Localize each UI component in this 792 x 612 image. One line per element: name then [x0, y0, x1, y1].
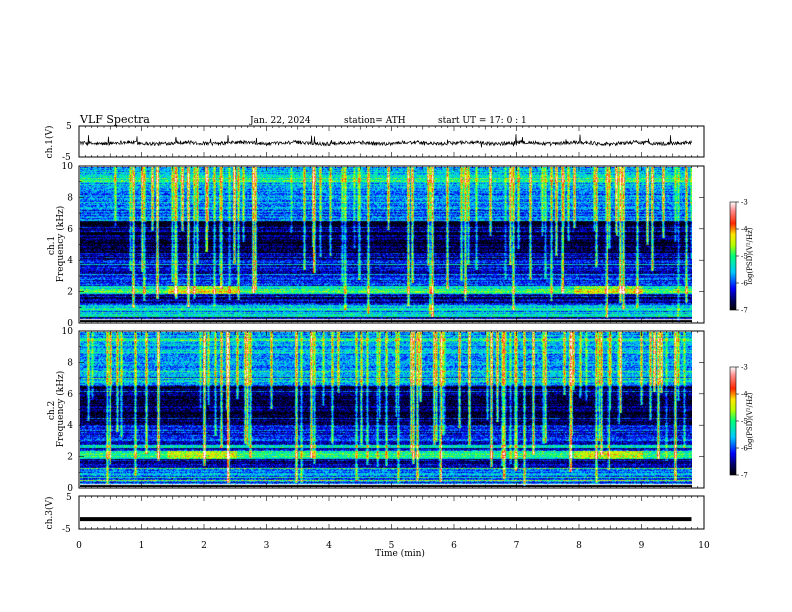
ch1-colorbar-label: log(PSD)(V²/Hz)	[746, 227, 754, 284]
y-tick-label: 0	[67, 484, 73, 494]
x-tick-label: 3	[264, 541, 270, 551]
y-tick-label: 4	[67, 256, 73, 266]
x-axis-label: Time (min)	[375, 548, 425, 559]
ch2-colorbar-gradient	[729, 366, 737, 476]
x-tick-label: 1	[139, 541, 145, 551]
ch2-ylabel-line2: Frequency (kHz)	[55, 371, 66, 448]
ch2-colorbar-label: log(PSD)(V²/Hz)	[746, 392, 754, 449]
ch2-spectrogram-panel: 0 2 4 6 8 10 ch.2 Frequency (kHz)	[47, 327, 705, 494]
y-tick-label: 4	[67, 421, 73, 431]
colorbar-tick-label: -4	[741, 226, 748, 234]
ch2-yticks: 0 2 4 6 8 10	[62, 327, 704, 494]
colorbar-tick-label: -6	[741, 280, 748, 288]
ch1-colorbar: -3 -4 -5 -6 -7 log(PSD)(V²/Hz)	[729, 199, 754, 315]
date-label: Jan. 22, 2024	[249, 116, 311, 126]
start-ut-label: start UT = 17: 0 : 1	[438, 116, 527, 126]
ch2-colorbar-ticks: -3 -4 -5 -6 -7	[736, 364, 748, 480]
ch1-spectrogram-ylabel: ch.1 Frequency (kHz)	[47, 206, 66, 283]
colorbar-tick-label: -7	[741, 307, 748, 315]
ch2-spectrogram-image-holder	[80, 332, 692, 487]
y-tick-label: 6	[67, 390, 73, 400]
ch3-ytick-top: 5	[66, 493, 72, 503]
station-label: station= ATH	[344, 116, 406, 126]
ch1-ylabel-line2: Frequency (kHz)	[55, 206, 66, 283]
ch2-colorbar: -3 -4 -5 -6 -7 log(PSD)(V²/Hz)	[729, 364, 754, 480]
colorbar-tick-label: -7	[741, 472, 748, 480]
x-tick-label: 10	[698, 541, 710, 551]
ch1-spectrogram-heatmap	[80, 167, 692, 322]
x-tick-label: 2	[201, 541, 207, 551]
ch1-spectrogram-panel: 0 2 4 6 8 10 ch.1 Frequency (kHz)	[47, 162, 705, 329]
ch2-spectrogram-ylabel: ch.2 Frequency (kHz)	[47, 371, 66, 448]
figure-title: VLF Spectra	[79, 113, 150, 126]
y-tick-label: 8	[67, 358, 73, 368]
colorbar-tick-label: -3	[741, 199, 748, 207]
ch3-ytick-bottom: -5	[62, 525, 71, 535]
y-tick-label: 10	[62, 327, 74, 337]
colorbar-tick-label: -5	[741, 418, 748, 426]
colorbar-tick-label: -5	[741, 253, 748, 261]
ch3-waveform-panel: 5 -5 ch.3(V)	[44, 493, 705, 535]
colorbar-tick-label: -6	[741, 445, 748, 453]
ch1-yticks: 0 2 4 6 8 10	[62, 162, 704, 329]
y-tick-label: 0	[67, 319, 73, 329]
y-tick-label: 8	[67, 193, 73, 203]
ch1-ylabel-line1: ch.1	[47, 236, 57, 255]
x-tick-label: 0	[76, 541, 82, 551]
ch1-ytick-top: 5	[66, 122, 72, 132]
x-tick-label: 9	[639, 541, 645, 551]
ch2-ylabel-line1: ch.2	[47, 401, 57, 420]
x-tick-label: 6	[451, 541, 457, 551]
x-tick-label: 5	[389, 541, 395, 551]
ch1-waveform-trace	[79, 134, 692, 148]
x-tick-label: 8	[576, 541, 582, 551]
ch2-spectrogram-heatmap	[80, 332, 692, 487]
ch1-ytick-bottom: -5	[62, 153, 71, 163]
ch3-waveform-ylabel: ch.3(V)	[44, 497, 55, 530]
ch1-spectrogram-image-holder	[80, 167, 692, 322]
y-tick-label: 2	[67, 288, 73, 298]
x-axis-ticks	[78, 126, 705, 529]
ch1-colorbar-ticks: -3 -4 -5 -6 -7	[736, 199, 748, 315]
x-tick-label: 7	[514, 541, 520, 551]
ch1-waveform-panel: 5 -5 ch.1(V)	[44, 122, 705, 163]
x-tick-label: 4	[326, 541, 332, 551]
ch1-waveform-ylabel: ch.1(V)	[44, 126, 55, 159]
y-tick-label: 6	[67, 225, 73, 235]
ch1-colorbar-gradient	[729, 201, 737, 311]
y-tick-label: 10	[62, 162, 74, 172]
colorbar-tick-label: -3	[741, 364, 748, 372]
y-tick-label: 2	[67, 453, 73, 463]
colorbar-tick-label: -4	[741, 391, 748, 399]
x-axis-tick-labels: 0 1 2 3 4 5 6 7 8 9 10	[76, 541, 710, 551]
